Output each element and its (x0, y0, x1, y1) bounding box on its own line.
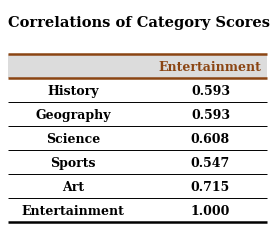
Text: Entertainment: Entertainment (158, 60, 261, 73)
Text: 0.547: 0.547 (191, 156, 230, 169)
Text: Correlations of Category Scores: Correlations of Category Scores (8, 16, 270, 30)
Text: History: History (47, 84, 99, 97)
Text: Geography: Geography (35, 108, 111, 121)
Text: Art: Art (62, 180, 84, 193)
Text: Sports: Sports (50, 156, 96, 169)
Text: 1.000: 1.000 (191, 204, 230, 217)
Text: Science: Science (46, 132, 100, 145)
Text: 0.593: 0.593 (191, 108, 230, 121)
Text: 0.593: 0.593 (191, 84, 230, 97)
Text: Entertainment: Entertainment (21, 204, 124, 217)
Bar (8, 55, 267, 79)
Text: 0.608: 0.608 (191, 132, 230, 145)
Text: 0.715: 0.715 (191, 180, 230, 193)
